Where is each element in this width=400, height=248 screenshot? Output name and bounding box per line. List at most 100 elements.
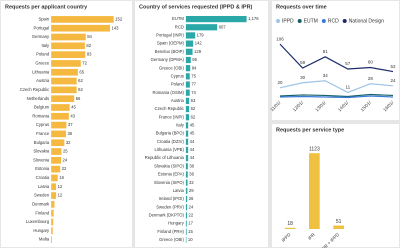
bar — [51, 183, 57, 191]
value-label: 143 — [112, 25, 120, 30]
value-label: 81 — [323, 49, 329, 54]
value-label: 152 — [115, 17, 123, 22]
bar — [185, 204, 188, 211]
value-label: 44 — [190, 139, 195, 144]
x-tick-label: IPPD — [281, 231, 292, 242]
bar — [185, 220, 187, 227]
chart-title: Country of services requested (IPPD & IP… — [139, 4, 253, 10]
bar — [51, 33, 86, 41]
value-label: 24 — [390, 78, 396, 83]
bar — [185, 73, 190, 80]
category-label: Germany — [32, 34, 50, 39]
value-label: 36 — [189, 172, 194, 177]
category-label: Spain (OEPM) — [157, 41, 185, 46]
value-label: 62 — [191, 114, 196, 119]
category-label: Czech Republic — [20, 87, 49, 92]
category-label: Poland — [171, 82, 185, 87]
value-label: 95 — [192, 57, 197, 62]
bar — [185, 65, 191, 72]
value-label: 1,176 — [248, 16, 259, 21]
bar — [185, 130, 189, 137]
value-label: 84 — [192, 65, 197, 70]
legend-label: EUTM — [304, 18, 318, 24]
x-tick-label: IPR — [307, 231, 316, 240]
value-label: 45 — [190, 123, 195, 128]
category-label: Greece (OBI) — [159, 65, 185, 70]
category-label: Hungary — [168, 221, 185, 226]
panel — [1, 1, 132, 247]
category-label: Portugal — [34, 25, 50, 30]
bar — [51, 218, 54, 226]
value-label: 25 — [63, 149, 68, 154]
bar — [51, 227, 53, 235]
bar — [51, 104, 70, 111]
bar — [51, 209, 54, 217]
bar — [51, 148, 62, 155]
value-label: 52 — [390, 64, 396, 69]
bar — [309, 153, 320, 229]
category-label: Germany (DPMA) — [151, 57, 185, 62]
category-label: Italy — [41, 43, 50, 48]
bar — [51, 68, 78, 76]
value-label: 142 — [195, 41, 203, 46]
bar — [51, 51, 86, 58]
category-label: Slovakia (SIPO) — [154, 163, 184, 168]
bar — [185, 89, 190, 96]
value-label: 62 — [191, 106, 196, 111]
category-label: Luxembourg — [26, 219, 50, 224]
value-label: 129 — [194, 49, 202, 54]
bar — [51, 86, 77, 94]
line — [279, 43, 394, 73]
value-label: 45 — [71, 105, 76, 110]
value-label: 83 — [87, 52, 92, 57]
chart-title: Requests per applicant country — [5, 4, 88, 10]
category-label: Ireland (IPOI) — [159, 196, 185, 201]
category-label: Latvia — [173, 188, 185, 193]
value-label: 12 — [58, 184, 63, 189]
category-label: Slovakia — [33, 149, 49, 154]
category-label: Denmark — [32, 201, 50, 206]
value-label: 29 — [189, 188, 194, 193]
bar — [51, 201, 55, 208]
bar — [185, 212, 188, 219]
value-label: 38 — [189, 163, 194, 168]
bar — [185, 81, 190, 88]
bar — [185, 146, 189, 154]
value-label: 34 — [323, 73, 329, 78]
category-label: EUTM — [172, 16, 184, 21]
value-label: 1123 — [309, 147, 320, 153]
bar — [185, 122, 189, 129]
category-label: Denmark (DKPTO) — [149, 212, 185, 217]
panel — [135, 1, 268, 247]
bar — [51, 77, 77, 85]
category-label: France (INPI) — [159, 114, 185, 119]
value-label: 44 — [190, 155, 195, 160]
category-label: RCD — [175, 24, 184, 29]
category-label: Sweden — [34, 193, 50, 198]
category-label: Latvia — [38, 184, 50, 189]
value-label: 44 — [190, 147, 195, 152]
legend-label: RCD — [328, 18, 339, 24]
category-label: Netherlands — [27, 96, 50, 101]
category-label: Cyprus — [36, 122, 49, 127]
category-label: Poland — [36, 52, 50, 57]
value-label: 84 — [87, 34, 92, 39]
value-label: 72 — [82, 61, 87, 66]
category-label: Hungary — [33, 228, 50, 233]
category-label: Romania — [32, 113, 49, 118]
value-label: 36 — [67, 131, 72, 136]
value-label: 59 — [300, 60, 306, 65]
value-label: 63 — [191, 98, 196, 103]
bar — [51, 42, 85, 50]
bar — [185, 97, 190, 104]
value-label: 22 — [189, 212, 194, 217]
category-label: Lithuania (VPB) — [155, 147, 185, 152]
bar — [185, 15, 247, 23]
bar — [185, 40, 194, 47]
value-label: 74 — [191, 90, 196, 95]
value-label: 20 — [277, 80, 283, 85]
bar — [51, 112, 69, 120]
category-label: Estonia — [35, 166, 50, 171]
category-label: Greece (OBI) — [159, 237, 185, 242]
